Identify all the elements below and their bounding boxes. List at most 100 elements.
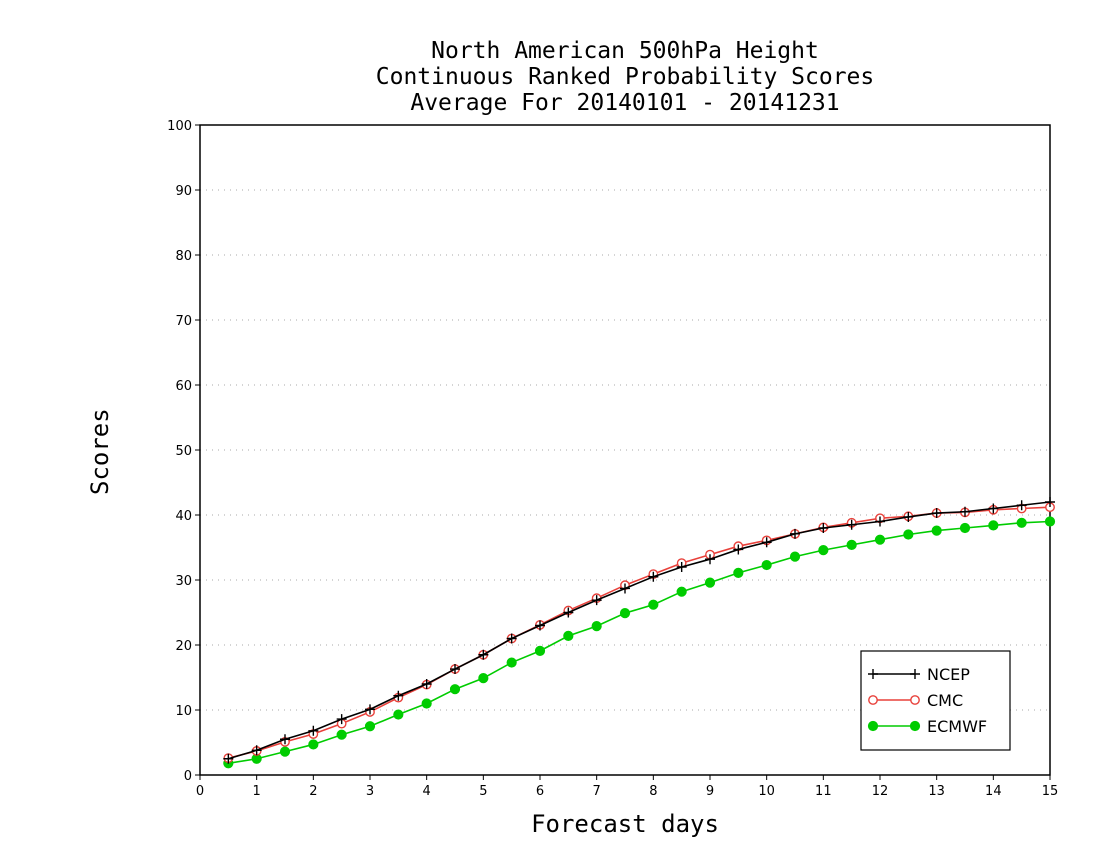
chart-title-line-3: Average For 20140101 - 20141231	[410, 90, 840, 116]
x-tick-label: 1	[253, 784, 261, 799]
data-point-ecmwf	[393, 709, 404, 720]
data-point-ecmwf	[421, 698, 432, 709]
legend-marker-ecmwf	[909, 720, 921, 732]
data-point-ncep	[761, 537, 772, 548]
data-point-ecmwf	[988, 520, 999, 531]
data-point-ecmwf	[1044, 516, 1056, 527]
chart-title-line-2: Continuous Ranked Probability Scores	[375, 64, 875, 90]
data-point-ncep	[705, 554, 715, 565]
x-tick-label: 5	[479, 784, 487, 799]
data-point-ecmwf	[704, 577, 716, 588]
data-point-ncep	[988, 503, 999, 514]
data-point-ncep	[563, 607, 574, 618]
x-axis-label: Forecast days	[531, 810, 719, 838]
data-point-ecmwf	[959, 522, 971, 534]
y-tick-label: 20	[175, 639, 192, 654]
data-point-ncep	[450, 664, 460, 675]
data-point-ncep	[535, 620, 545, 631]
x-tick-label: 3	[366, 784, 374, 799]
legend-marker-cmc	[868, 695, 878, 705]
data-point-ecmwf	[1016, 517, 1027, 528]
data-point-ncep	[960, 506, 970, 517]
data-point-ecmwf	[506, 657, 517, 668]
data-point-ecmwf	[279, 746, 291, 757]
legend-marker-ncep	[868, 669, 878, 679]
y-tick-label: 80	[175, 249, 192, 264]
data-point-ecmwf	[619, 608, 631, 619]
x-tick-label: 0	[196, 784, 204, 799]
x-tick-label: 14	[985, 784, 1002, 799]
data-point-ecmwf	[789, 551, 801, 562]
data-point-ncep	[223, 753, 234, 764]
data-point-ncep	[903, 511, 914, 522]
x-tick-label: 2	[309, 784, 317, 799]
legend-marker-cmc	[910, 695, 920, 705]
data-point-ncep	[308, 725, 319, 736]
data-point-ncep	[931, 508, 942, 519]
y-tick-label: 60	[175, 379, 192, 394]
chart-title-line-1: North American 500hPa Height	[431, 38, 819, 64]
data-point-ncep	[591, 595, 602, 606]
data-point-ncep	[506, 633, 517, 644]
x-tick-label: 6	[536, 784, 544, 799]
y-tick-label: 90	[175, 184, 192, 199]
x-tick-label: 10	[758, 784, 775, 799]
data-point-ncep	[648, 571, 659, 582]
x-tick-label: 11	[815, 784, 832, 799]
data-point-ecmwf	[563, 630, 574, 642]
x-tick-label: 9	[706, 784, 714, 799]
legend-label-ncep: NCEP	[927, 665, 970, 684]
data-point-ncep	[336, 714, 347, 725]
data-point-ecmwf	[818, 545, 829, 556]
legend-label-ecmwf: ECMWF	[927, 717, 987, 736]
data-point-ncep	[1016, 500, 1027, 511]
legend-marker-ecmwf	[867, 720, 879, 732]
data-point-ncep	[790, 528, 800, 539]
y-tick-label: 10	[175, 704, 192, 719]
data-point-ecmwf	[648, 599, 659, 610]
data-point-ecmwf	[931, 525, 942, 536]
x-tick-label: 13	[928, 784, 945, 799]
data-point-ncep	[421, 679, 432, 689]
y-tick-label: 70	[175, 314, 192, 329]
data-point-ncep	[393, 690, 404, 701]
x-tick-label: 7	[593, 784, 601, 799]
x-tick-label: 15	[1042, 784, 1059, 799]
data-point-ecmwf	[846, 539, 857, 551]
data-point-ncep	[1045, 497, 1055, 507]
y-axis-label: Scores	[86, 408, 114, 495]
data-point-ecmwf	[903, 529, 914, 540]
data-point-ecmwf	[308, 739, 319, 750]
data-point-ecmwf	[364, 721, 376, 732]
data-point-ecmwf	[478, 673, 489, 684]
data-point-ecmwf	[534, 645, 546, 656]
data-point-ncep	[875, 516, 885, 527]
x-tick-label: 4	[423, 784, 431, 799]
data-point-ecmwf	[449, 684, 461, 695]
data-point-ecmwf	[874, 534, 886, 545]
data-point-ncep	[620, 583, 630, 594]
legend-marker-ncep	[910, 669, 920, 679]
data-point-ncep	[280, 734, 290, 745]
data-point-ncep	[818, 523, 829, 533]
data-point-ncep	[733, 544, 744, 555]
data-point-ncep	[478, 649, 489, 660]
data-point-ecmwf	[336, 729, 347, 740]
y-tick-label: 100	[167, 119, 192, 134]
data-point-ncep	[676, 562, 687, 572]
y-tick-label: 0	[184, 769, 192, 784]
y-tick-label: 30	[175, 574, 192, 589]
legend-label-cmc: CMC	[927, 691, 963, 710]
data-point-ecmwf	[591, 621, 602, 632]
data-point-ncep	[251, 745, 262, 756]
y-tick-label: 40	[175, 509, 192, 524]
x-tick-label: 8	[649, 784, 657, 799]
data-point-ecmwf	[676, 586, 687, 597]
data-point-ecmwf	[733, 567, 744, 578]
y-tick-label: 50	[175, 444, 192, 459]
data-point-ecmwf	[761, 559, 772, 571]
x-tick-label: 12	[872, 784, 889, 799]
data-point-ncep	[365, 704, 375, 715]
